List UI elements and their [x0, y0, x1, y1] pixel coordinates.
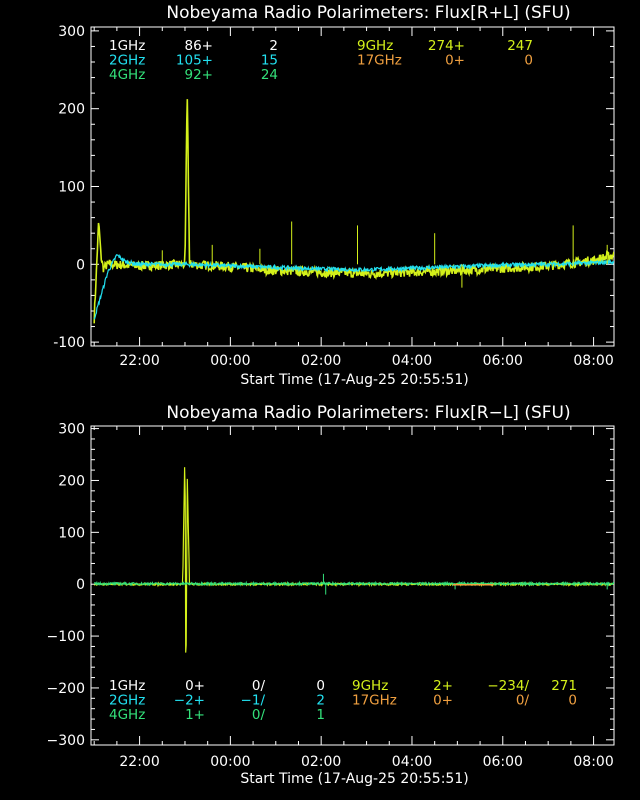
y-tick-label: 300: [58, 422, 85, 438]
x-tick-label: 08:00: [573, 353, 613, 369]
legend-row-9GHz: 9GHz 274+ 247: [357, 38, 533, 54]
y-tick-label: 200: [58, 102, 85, 118]
legend-band: 9GHz: [352, 678, 388, 694]
legend-value-2: 0/: [252, 678, 266, 694]
legend-value-1: 1+: [185, 707, 205, 723]
series-line-4GHz: [94, 580, 614, 587]
legend-value-2: 247: [507, 38, 533, 54]
legend-band: 2GHz: [109, 53, 145, 69]
legend-value-1: 92+: [185, 67, 214, 83]
legend-value-2: 24: [261, 67, 278, 83]
legend-value-2: 2: [269, 38, 278, 54]
series-line-2GHz: [93, 254, 614, 320]
legend-band: 4GHz: [109, 67, 145, 83]
x-tick-label: 22:00: [119, 754, 159, 770]
legend-value-3: 0: [568, 693, 577, 709]
chart-panel-2: Nobeyama Radio Polarimeters: Flux[R−L] (…: [47, 403, 615, 787]
legend-band: 17GHz: [352, 693, 397, 709]
x-tick-label: 04:00: [392, 754, 432, 770]
legend-band: 1GHz: [109, 38, 145, 54]
legend-row-1GHz: 1GHz 86+ 2: [109, 38, 278, 54]
legend-value-3: 2: [316, 693, 325, 709]
x-tick-label: 02:00: [301, 353, 341, 369]
legend-value-1: 105+: [176, 53, 213, 69]
legend-value-1: 0+: [433, 693, 453, 709]
legend-value-1: 86+: [185, 38, 214, 54]
plot-area: [93, 99, 614, 324]
chart-panel-1: Nobeyama Radio Polarimeters: Flux[R+L] (…: [53, 3, 615, 388]
y-tick-label: 200: [58, 473, 85, 489]
legend-value-1: 2+: [433, 678, 453, 694]
x-tick-label: 02:00: [301, 754, 341, 770]
legend-value-2: 0/: [252, 707, 266, 723]
x-tick-label: 00:00: [210, 353, 250, 369]
legend-band: 4GHz: [109, 707, 145, 723]
series-line-9GHz: [93, 467, 614, 653]
y-tick-label: −300: [47, 733, 85, 749]
y-tick-label: 0: [76, 257, 85, 273]
legend-row-9GHz: 9GHz 2+ −234/271: [352, 678, 577, 694]
legend-value-2: −1/: [241, 693, 266, 709]
legend-value-1: 0+: [445, 53, 465, 69]
x-tick-label: 04:00: [392, 353, 432, 369]
x-axis-label: Start Time (17-Aug-25 20:55:51): [240, 372, 468, 388]
legend-value-3: 1: [316, 707, 325, 723]
legend-band: 17GHz: [357, 53, 402, 69]
plot-frame: [90, 425, 615, 746]
y-tick-label: 100: [58, 180, 85, 196]
y-tick-label: 0: [76, 577, 85, 593]
y-tick-label: -100: [53, 335, 85, 351]
y-tick-label: 100: [58, 525, 85, 541]
legend-row-1GHz: 1GHz 0+ 0/0: [109, 678, 325, 694]
legend-value-1: 274+: [428, 38, 465, 54]
x-tick-label: 06:00: [483, 353, 523, 369]
x-tick-label: 22:00: [119, 353, 159, 369]
legend-row-4GHz: 4GHz 92+ 24: [109, 67, 278, 83]
legend-value-3: 271: [551, 678, 577, 694]
y-tick-label: −200: [47, 681, 85, 697]
legend-band: 1GHz: [109, 678, 145, 694]
y-tick-label: −100: [47, 629, 85, 645]
x-tick-label: 08:00: [573, 754, 613, 770]
chart-title: Nobeyama Radio Polarimeters: Flux[R+L] (…: [166, 3, 570, 23]
x-tick-label: 06:00: [483, 754, 523, 770]
legend-value-2: 0: [524, 53, 533, 69]
legend-value-2: 15: [261, 53, 278, 69]
legend-value-3: 0: [316, 678, 325, 694]
legend-row-17GHz: 17GHz 0+ 0/0: [352, 693, 577, 709]
legend-value-2: 0/: [516, 693, 530, 709]
legend-row-2GHz: 2GHz 105+ 15: [109, 53, 278, 69]
legend-value-1: −2+: [174, 693, 205, 709]
legend-row-2GHz: 2GHz −2+ −1/2: [109, 693, 325, 709]
plot-frame: [90, 26, 615, 347]
x-axis-label: Start Time (17-Aug-25 20:55:51): [240, 771, 468, 787]
plot-area: [93, 467, 614, 653]
legend-row-4GHz: 4GHz 1+ 0/1: [109, 707, 325, 723]
legend-band: 9GHz: [357, 38, 393, 54]
legend-value-1: 0+: [185, 678, 205, 694]
series-line-9GHz: [93, 99, 614, 324]
y-tick-label: 300: [58, 24, 85, 40]
x-tick-label: 00:00: [210, 754, 250, 770]
chart-title: Nobeyama Radio Polarimeters: Flux[R−L] (…: [166, 403, 570, 423]
legend-value-2: −234/: [487, 678, 529, 694]
legend-band: 2GHz: [109, 693, 145, 709]
legend-row-17GHz: 17GHz 0+ 0: [357, 53, 533, 69]
